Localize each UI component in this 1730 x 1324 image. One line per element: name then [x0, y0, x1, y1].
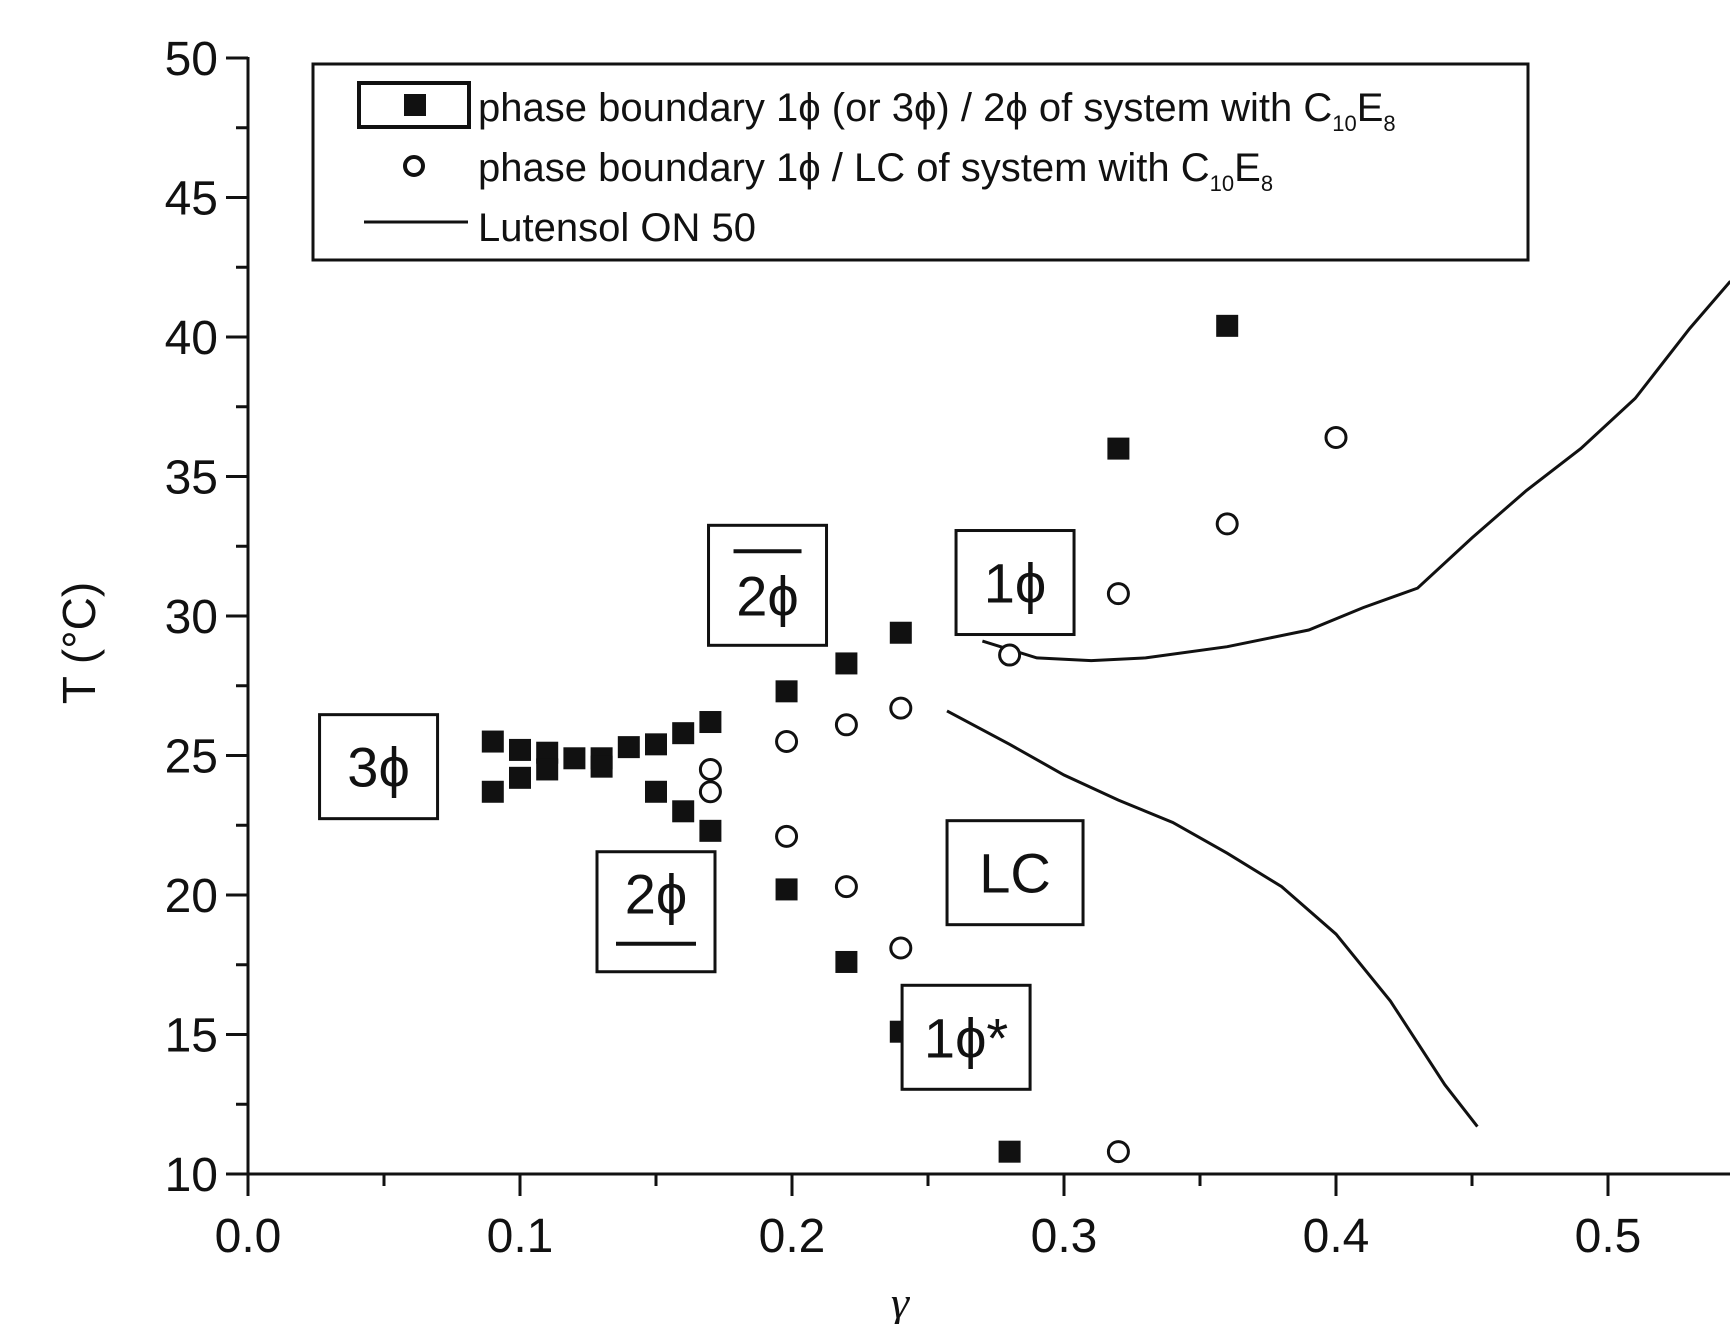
square-point	[645, 733, 667, 755]
y-ticks: 10 15 20 25 30 35 40 45 50	[165, 33, 248, 1202]
square-point	[482, 731, 504, 753]
y-tick-label: 20	[165, 870, 218, 923]
circle-point	[836, 715, 856, 735]
circle-point	[1326, 427, 1346, 447]
circle-point	[1108, 1142, 1128, 1162]
legend-entry-text: Lutensol ON 50	[478, 206, 756, 250]
region-label: 2ϕ	[597, 852, 715, 972]
legend-entry-text: phase boundary 1ϕ / LC of system with C1…	[478, 146, 1273, 196]
square-point	[672, 722, 694, 744]
region-label: LC	[947, 821, 1083, 925]
legend-square-symbol	[404, 94, 426, 116]
legend-entry-text: phase boundary 1ϕ (or 3ϕ) / 2ϕ of system…	[478, 86, 1396, 136]
y-tick-label: 30	[165, 591, 218, 644]
circle-point	[777, 732, 797, 752]
region-label-text: 2ϕ	[625, 863, 688, 926]
square-point	[618, 736, 640, 758]
x-tick-label: 0.3	[1031, 1210, 1098, 1263]
x-tick-label: 0.2	[759, 1210, 826, 1263]
y-tick-label: 10	[165, 1149, 218, 1202]
legend: phase boundary 1ϕ (or 3ϕ) / 2ϕ of system…	[313, 64, 1528, 260]
circle-point	[836, 877, 856, 897]
region-label: 1ϕ*	[902, 985, 1030, 1089]
square-point	[776, 878, 798, 900]
square-point	[1216, 315, 1238, 337]
y-tick-label: 50	[165, 33, 218, 86]
square-point	[776, 680, 798, 702]
x-axis-title: γ	[891, 1277, 911, 1324]
square-point	[536, 758, 558, 780]
region-label-text: 3ϕ	[347, 736, 410, 799]
y-tick-label: 45	[165, 173, 218, 226]
circle-point	[1217, 514, 1237, 534]
circle-point	[891, 698, 911, 718]
square-point	[999, 1141, 1021, 1163]
circle-point	[700, 759, 720, 779]
square-point	[563, 747, 585, 769]
square-point	[645, 781, 667, 803]
y-tick-label: 15	[165, 1010, 218, 1063]
square-point	[591, 756, 613, 778]
square-point	[1107, 438, 1129, 460]
region-label-text: 2ϕ	[736, 564, 799, 627]
circle-point	[700, 782, 720, 802]
legend-circle-symbol	[405, 157, 423, 175]
y-axis-title: T (°C)	[53, 582, 105, 704]
x-tick-label: 0.1	[487, 1210, 554, 1263]
x-tick-label: 0.5	[1575, 1210, 1642, 1263]
circle-point	[777, 826, 797, 846]
x-tick-label: 0.4	[1303, 1210, 1370, 1263]
y-axis: 10 15 20 25 30 35 40 45 50 T (°C)	[53, 33, 248, 1202]
x-axis: 0.0 0.1 0.2 0.3 0.4 0.5 γ	[215, 1174, 1730, 1324]
square-point	[509, 767, 531, 789]
x-tick-label: 0.0	[215, 1210, 282, 1263]
region-label: 1ϕ	[956, 531, 1074, 635]
region-annotations: 3ϕ 2ϕ 1ϕ 2ϕ LC 1ϕ*	[320, 525, 1083, 1089]
circle-point	[1108, 584, 1128, 604]
y-tick-label: 40	[165, 312, 218, 365]
square-point	[482, 781, 504, 803]
square-point	[672, 800, 694, 822]
circle-point	[1000, 645, 1020, 665]
y-tick-label: 25	[165, 731, 218, 784]
square-point	[890, 622, 912, 644]
lutensol-upper-branch	[982, 281, 1730, 660]
square-point	[835, 951, 857, 973]
region-label-text: 1ϕ	[984, 552, 1047, 615]
region-label-text: LC	[979, 842, 1051, 905]
square-point	[509, 739, 531, 761]
circle-point	[891, 938, 911, 958]
y-tick-label: 35	[165, 452, 218, 505]
region-label: 3ϕ	[320, 715, 438, 819]
region-label: 2ϕ	[709, 525, 827, 645]
square-point	[835, 652, 857, 674]
lutensol-curves	[947, 281, 1730, 1126]
square-point	[699, 820, 721, 842]
region-label-text: 1ϕ*	[924, 1006, 1008, 1069]
x-ticks: 0.0 0.1 0.2 0.3 0.4 0.5	[215, 1174, 1642, 1263]
square-point	[699, 711, 721, 733]
